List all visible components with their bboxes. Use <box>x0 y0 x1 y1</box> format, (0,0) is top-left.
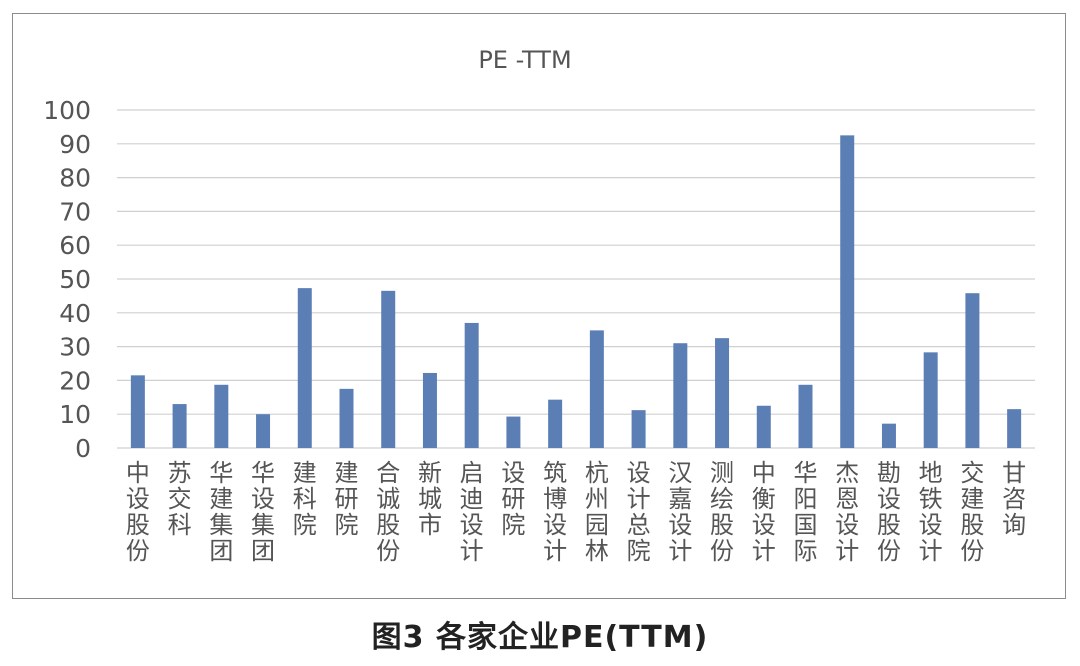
y-tick-label: 10 <box>59 400 91 429</box>
x-category-label: 测绘股份 <box>710 459 734 565</box>
bar <box>840 135 855 448</box>
x-category-label: 合诚股份 <box>376 459 400 565</box>
bar <box>881 423 896 448</box>
y-tick-label: 80 <box>59 164 91 193</box>
x-category-label: 苏交科 <box>168 459 192 539</box>
bar <box>1007 409 1022 448</box>
x-category-label: 筑博设计 <box>543 459 567 565</box>
x-category-label: 建科院 <box>293 459 317 539</box>
x-category-label: 设研院 <box>501 459 525 539</box>
x-category-label: 勘设股份 <box>877 459 901 565</box>
y-tick-label: 70 <box>59 197 91 226</box>
bar <box>923 352 938 448</box>
x-category-label: 华建集团 <box>209 459 233 565</box>
chart-frame: PE -TTM 0 10 20 30 40 50 60 70 80 90 100 中设股份 苏交科 华建… <box>12 13 1066 599</box>
bar <box>715 338 730 448</box>
x-category-label: 启迪设计 <box>460 459 484 565</box>
y-tick-label: 100 <box>43 96 91 125</box>
bar <box>297 288 312 448</box>
bar <box>756 405 771 448</box>
gridlines <box>117 109 1035 449</box>
bars <box>130 135 1022 448</box>
bar <box>548 399 563 448</box>
x-axis-category-labels: 中设股份苏交科华建集团华设集团建科院建研院合诚股份新城市启迪设计设研院筑博设计杭… <box>126 459 1026 565</box>
bar <box>798 384 813 448</box>
x-category-label: 华设集团 <box>251 459 275 565</box>
bar <box>506 416 521 448</box>
y-tick-label: 50 <box>59 265 91 294</box>
x-category-label: 汉嘉设计 <box>668 459 692 565</box>
bar <box>172 404 187 448</box>
chart-title: PE -TTM <box>478 46 571 74</box>
y-tick-label: 20 <box>59 366 91 395</box>
x-category-label: 杭州园林 <box>585 459 609 565</box>
bar <box>589 330 604 448</box>
x-category-label: 华阳国际 <box>794 459 818 565</box>
x-category-label: 建研院 <box>335 459 359 539</box>
bar <box>422 372 437 448</box>
x-category-label: 中设股份 <box>126 459 150 565</box>
figure-caption: 图3 各家企业PE(TTM) <box>371 620 709 655</box>
bar <box>631 410 646 448</box>
x-category-label: 杰恩设计 <box>835 459 859 565</box>
bar <box>214 384 229 448</box>
x-category-label: 交建股份 <box>960 459 984 565</box>
bar <box>256 414 271 448</box>
x-category-label: 设计总院 <box>627 459 651 565</box>
bar <box>339 388 354 448</box>
bar <box>130 375 145 448</box>
y-tick-label: 90 <box>59 130 91 159</box>
pe-ttm-bar-chart: PE -TTM 0 10 20 30 40 50 60 70 80 90 100 中设股份苏交科华建… <box>43 46 1035 565</box>
x-category-label: 中衡设计 <box>752 459 776 565</box>
x-category-label: 新城市 <box>418 459 442 539</box>
y-tick-label: 60 <box>59 231 91 260</box>
bar <box>965 293 980 448</box>
bar <box>673 343 688 448</box>
y-tick-label: 40 <box>59 299 91 328</box>
x-category-label: 甘咨询 <box>1002 459 1026 539</box>
bar <box>381 290 396 448</box>
y-axis-tick-labels: 0 10 20 30 40 50 60 70 80 90 100 <box>43 96 91 463</box>
y-tick-label: 30 <box>59 333 91 362</box>
y-tick-label: 0 <box>75 434 91 463</box>
x-category-label: 地铁设计 <box>919 459 943 565</box>
bar <box>464 322 479 448</box>
